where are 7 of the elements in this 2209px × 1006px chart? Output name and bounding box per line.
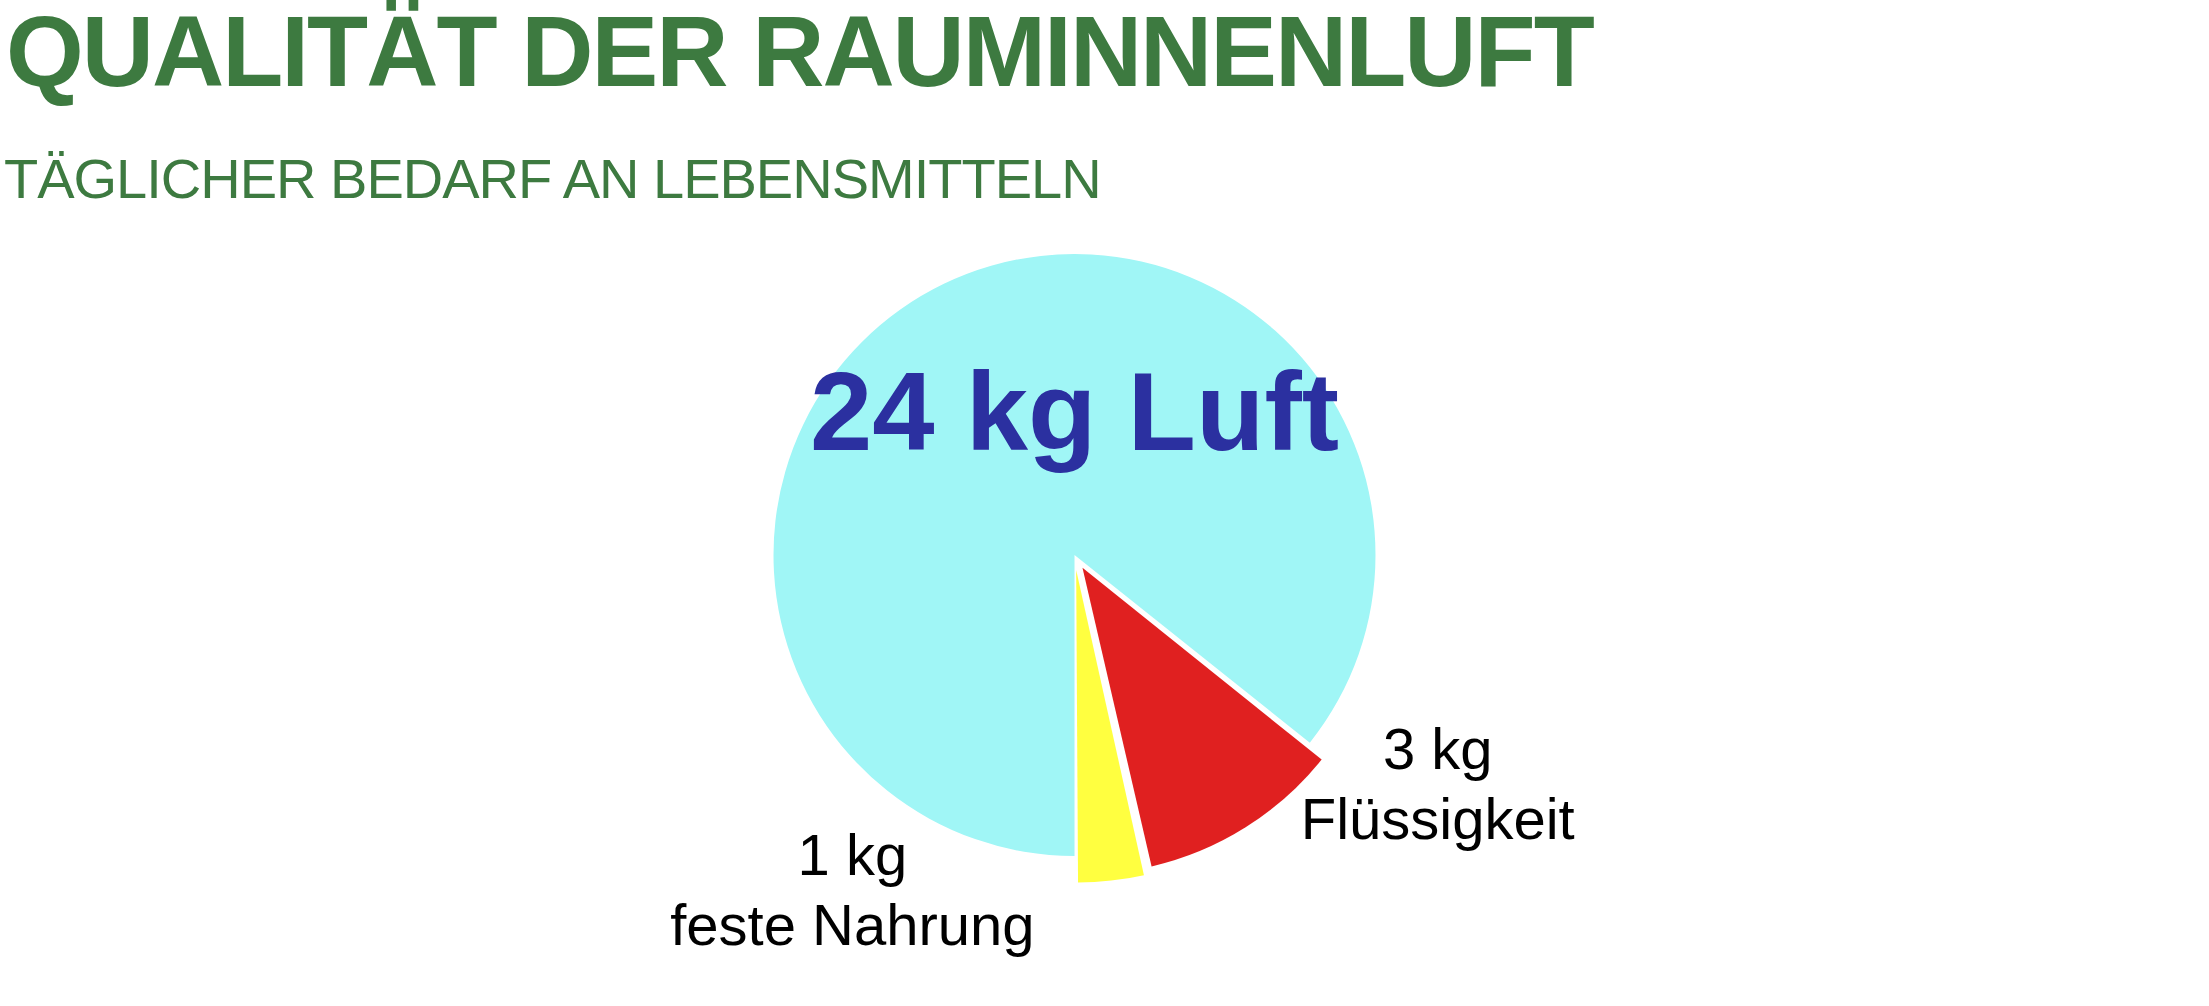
slice-label: 24 kg Luft xyxy=(810,349,1339,475)
slice-label: Flüssigkeit xyxy=(1300,785,1575,851)
chart-title: QUALITÄT DER RAUMINNENLUFT xyxy=(6,0,1593,109)
data-label: 1 kg xyxy=(797,822,908,888)
data-label: 3 kg xyxy=(1382,715,1493,781)
chart-subtitle: TÄGLICHER BEDARF AN LEBENSMITTELN xyxy=(4,146,1101,211)
slice-label: feste Nahrung xyxy=(670,892,1035,958)
